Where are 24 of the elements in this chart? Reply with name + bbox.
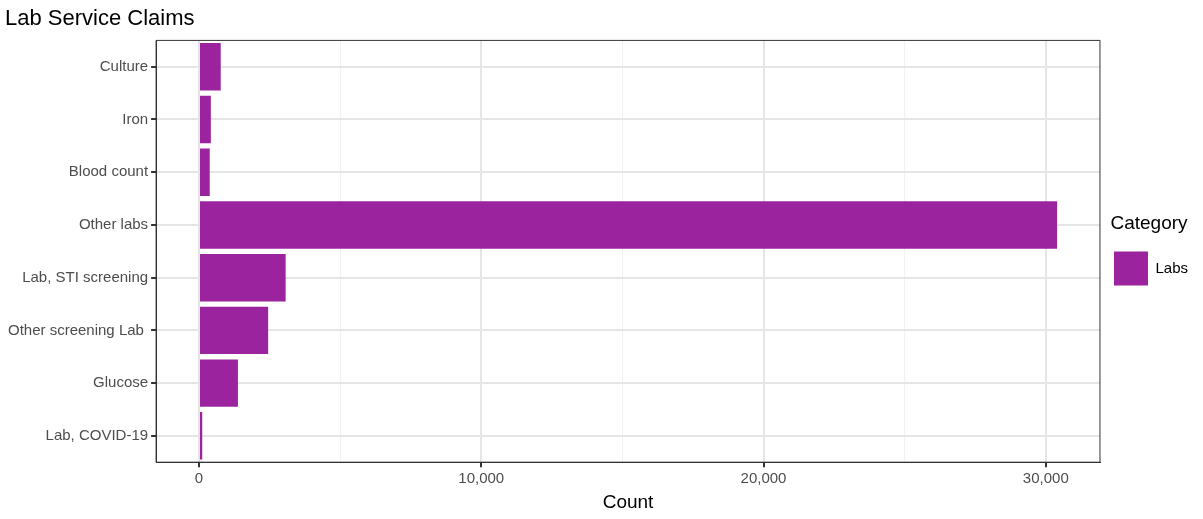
y-tick-label: Glucose <box>93 373 149 391</box>
x-tick-label: 20,000 <box>740 469 787 487</box>
bar <box>199 201 1058 249</box>
y-tick-label: Blood count <box>68 162 149 180</box>
x-tick-label: 0 <box>194 469 204 487</box>
bar <box>199 359 238 407</box>
x-tick-label: 10,000 <box>458 469 505 487</box>
legend-title: Category <box>1110 212 1189 234</box>
bar <box>199 412 203 460</box>
bar <box>199 95 211 144</box>
bar <box>199 306 269 355</box>
x-axis-title: Count <box>602 490 655 512</box>
y-tick-label: Other labs <box>78 215 149 233</box>
y-tick-label: Culture <box>99 56 149 74</box>
y-tick-label: Iron <box>122 109 149 127</box>
y-tick-label: Lab, COVID-19 <box>45 425 149 443</box>
legend-label: Labs <box>1155 258 1188 276</box>
y-tick-label: Other screening Lab <box>7 320 149 338</box>
chart-title: Lab Service Claims <box>5 5 195 31</box>
y-tick-label: Lab, STI screening <box>22 267 149 285</box>
x-tick-label: 30,000 <box>1022 469 1069 487</box>
bar <box>199 43 221 91</box>
bar <box>199 148 210 196</box>
bar <box>199 253 286 302</box>
